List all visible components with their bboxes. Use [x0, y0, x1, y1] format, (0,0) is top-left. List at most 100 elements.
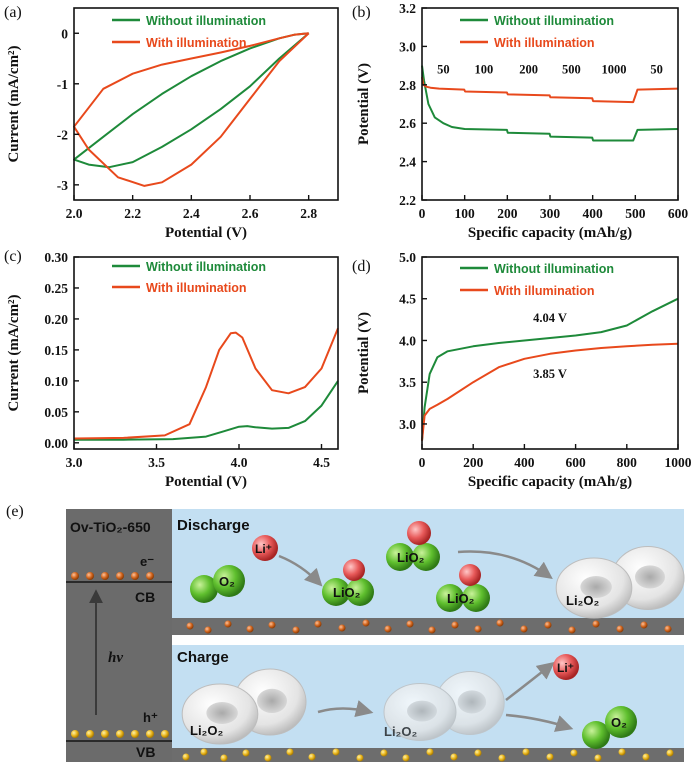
y-tick-label-b: 3.0	[399, 39, 416, 54]
y-tick-label-c: 0.20	[44, 312, 68, 327]
y-tick-label-b: 2.2	[399, 193, 416, 208]
x-tick-label-a: 2.2	[124, 206, 141, 221]
lio2-molecule-2: LiO₂	[386, 521, 440, 571]
x-tick-label-a: 2.0	[66, 206, 83, 221]
legend-label-c: With illumination	[146, 281, 247, 295]
band-title: Ov-TiO₂-650	[70, 519, 151, 535]
svg-text:O₂: O₂	[611, 715, 627, 730]
legend-label-b: Without illumination	[494, 14, 614, 28]
charge-title: Charge	[177, 649, 229, 666]
hole-label: h⁺	[143, 710, 158, 725]
charge-cathode-band	[172, 748, 684, 762]
series-line-d-dark	[421, 297, 679, 441]
arrow-o2-release	[505, 713, 574, 732]
annotation-d: 3.85 V	[533, 367, 567, 381]
li2o2-toroid-discharge: Li₂O₂	[555, 545, 685, 619]
lio2-molecule-1: LiO₂	[322, 559, 374, 606]
chart-panel-a: (a) 2.0 2.2 2.4 2.6 2.8 -3 -2 -1 0 Potential (V) C…	[4, 4, 339, 241]
plot-frame-d	[421, 256, 679, 450]
svg-text:Li⁺: Li⁺	[557, 661, 574, 675]
li2o2-toroid-charge-2: Li₂O₂	[383, 670, 505, 741]
panel-label-a: (a)	[4, 4, 22, 21]
x-tick-label-d: 600	[565, 455, 586, 470]
svg-text:Li⁺: Li⁺	[255, 542, 272, 556]
x-tick-label-b: 400	[583, 206, 604, 221]
x-tick-label-d: 200	[463, 455, 484, 470]
annotation-b: 50	[437, 62, 450, 76]
y-tick-label-a: 0	[61, 26, 68, 41]
o2-molecule-discharge: O₂	[190, 565, 245, 603]
y-axis-label-b: Potential (V)	[356, 63, 372, 145]
x-tick-label-c: 4.5	[313, 455, 330, 470]
chart-panel-b: (b) 0 100 200 300 400 500 600 2.2 2.4 2.6 2.8 3.0 3.…	[352, 1, 688, 241]
band-diagram-bg	[66, 509, 172, 762]
chart-panel-c: (c) 3.0 3.5 4.0 4.5 0.00 0.05 0.10 0.15 0.20 0.25…	[4, 248, 339, 490]
legend-label-a: With illumination	[146, 36, 247, 50]
annotation-b: 100	[474, 62, 493, 76]
legend-label-d: With illumination	[494, 284, 595, 298]
y-tick-label-d: 3.5	[399, 375, 416, 390]
y-tick-label-d: 4.5	[399, 292, 416, 307]
x-tick-label-c: 3.0	[66, 455, 83, 470]
legend-label-b: With illumination	[494, 36, 595, 50]
x-tick-label-b: 300	[540, 206, 561, 221]
x-tick-label-b: 200	[497, 206, 518, 221]
y-axis-label-a: Current (mA/cm²)	[6, 45, 22, 162]
y-tick-label-c: 0.25	[44, 281, 68, 296]
y-tick-label-c: 0.30	[44, 250, 68, 265]
y-tick-label-a: -1	[57, 77, 68, 92]
svg-text:LiO₂: LiO₂	[397, 550, 425, 565]
li-ion-charge: Li⁺	[553, 654, 579, 680]
discharge-cathode-band	[172, 618, 684, 635]
series-line-c-dark	[74, 380, 339, 441]
y-tick-label-d: 3.0	[399, 417, 416, 432]
legend-label-a: Without illumination	[146, 14, 266, 28]
y-tick-label-b: 2.8	[399, 78, 416, 93]
legend-label-d: Without illumination	[494, 262, 614, 276]
annotation-b: 1000	[602, 62, 627, 76]
series-line-a-dark	[73, 32, 310, 169]
schematic-panel-e: (e) Ov-TiO₂-650 e⁻ CB hv h⁺ VB	[6, 503, 685, 762]
lio2-molecule-3: LiO₂	[436, 564, 490, 612]
annotation-b: 200	[519, 62, 538, 76]
plot-frame-a	[73, 7, 339, 201]
vb-holes	[71, 730, 169, 738]
li-ion-discharge: Li⁺	[252, 535, 278, 561]
panel-label-d: (d)	[352, 258, 371, 275]
series-line-d-light	[421, 342, 679, 441]
arrow-li-release	[505, 661, 555, 701]
y-tick-label-c: 0.05	[44, 405, 68, 420]
panel-label-e: (e)	[6, 503, 24, 520]
charge-holes	[182, 748, 674, 762]
y-tick-label-d: 5.0	[399, 250, 416, 265]
vb-label: VB	[136, 744, 155, 760]
x-tick-label-b: 100	[455, 206, 476, 221]
series-line-a-light	[73, 32, 310, 187]
x-tick-label-c: 3.5	[148, 455, 165, 470]
svg-text:Li₂O₂: Li₂O₂	[384, 724, 417, 739]
series-line-b-light	[421, 76, 679, 104]
panel-label-c: (c)	[4, 248, 22, 265]
panel-label-b: (b)	[352, 4, 371, 21]
series-line-b-dark	[421, 65, 679, 142]
electron-label: e⁻	[140, 554, 154, 569]
y-tick-label-c: 0.10	[44, 374, 68, 389]
cb-label: CB	[135, 589, 155, 605]
y-tick-label-c: 0.15	[44, 343, 68, 358]
x-axis-label-b: Specific capacity (mAh/g)	[468, 225, 632, 241]
svg-text:O₂: O₂	[219, 574, 235, 589]
arrow-lio2-to-li2o2	[457, 550, 553, 580]
y-tick-label-a: -2	[57, 127, 68, 142]
y-tick-label-d: 4.0	[399, 333, 416, 348]
x-axis-label-a: Potential (V)	[165, 225, 247, 241]
plot-frame-c	[73, 256, 339, 450]
svg-text:Li₂O₂: Li₂O₂	[566, 593, 599, 608]
x-tick-label-d: 400	[514, 455, 535, 470]
annotation-b: 50	[650, 62, 663, 76]
arrow-li-to-lio2	[278, 554, 323, 587]
x-axis-label-d: Specific capacity (mAh/g)	[468, 474, 632, 490]
arrow-charge-decompose	[317, 700, 374, 718]
x-tick-label-b: 0	[419, 206, 426, 221]
discharge-electrons	[186, 619, 672, 634]
svg-text:LiO₂: LiO₂	[447, 591, 475, 606]
